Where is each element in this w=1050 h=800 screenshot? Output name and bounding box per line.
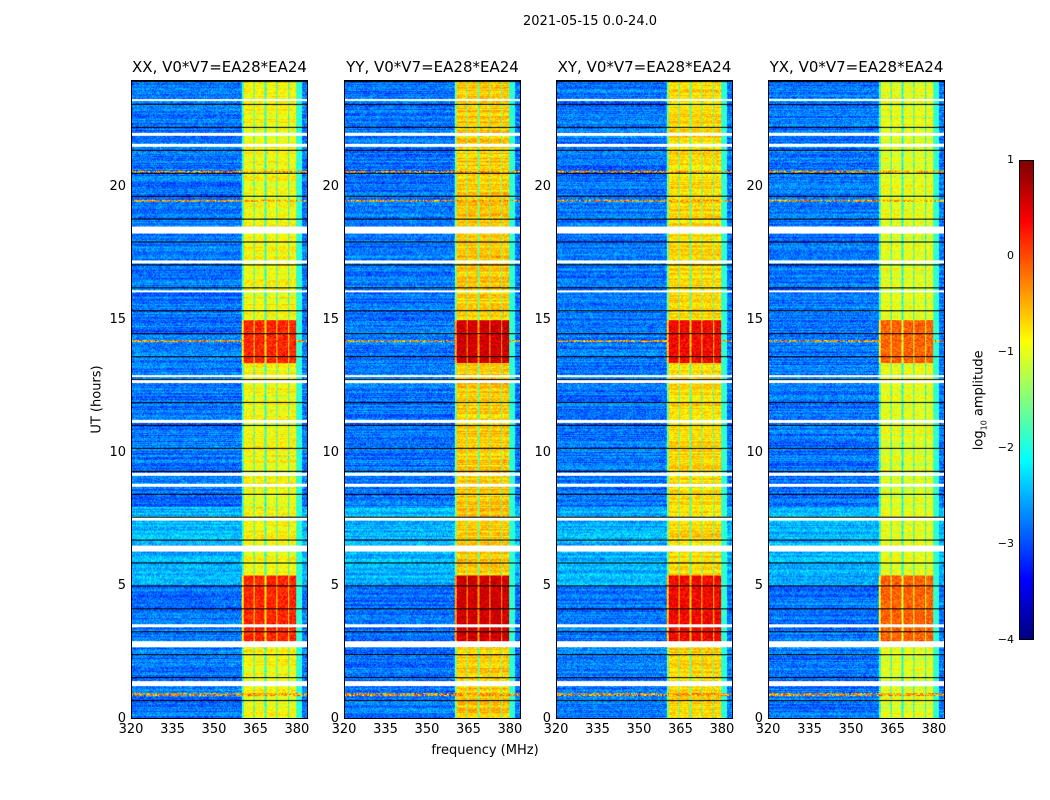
y-tick-label: 15: [109, 311, 126, 327]
heatmap-image: [556, 80, 733, 719]
x-tick-label: 335: [160, 722, 185, 737]
colorbar-label-rest: amplitude: [971, 350, 987, 421]
colorbar-tick-label: −4: [997, 633, 1014, 646]
x-tick-label: 320: [331, 722, 357, 737]
colorbar-tick-label: −2: [997, 441, 1014, 454]
y-tick-label: 5: [542, 577, 551, 593]
colorbar-tick-label: 1: [1007, 153, 1014, 166]
y-tick-label: 20: [109, 178, 126, 194]
y-tick-label: 10: [109, 444, 126, 460]
colorbar-tick-label: −3: [997, 537, 1014, 550]
x-tick-label: 380: [284, 722, 310, 737]
x-tick-label: 350: [626, 722, 652, 737]
y-tick-label: 0: [117, 711, 126, 726]
y-tick-label: 15: [746, 311, 763, 327]
panel-title: XX, V0*V7=EA28*EA24: [132, 58, 307, 76]
y-tick-label: 5: [754, 577, 763, 593]
x-tick-label: 320: [543, 722, 569, 737]
panel-title: XY, V0*V7=EA28*EA24: [557, 58, 732, 76]
y-tick-label: 10: [534, 444, 551, 460]
x-tick-label: 350: [201, 722, 227, 737]
figure-title: 2021-05-15 0.0-24.0: [523, 14, 657, 29]
x-tick-label: 335: [585, 722, 610, 737]
panel-title: YY, V0*V7=EA28*EA24: [346, 58, 519, 76]
y-tick-label: 5: [117, 577, 126, 593]
x-tick-label: 365: [456, 722, 481, 737]
y-tick-label: 20: [534, 178, 551, 194]
x-tick-label: 320: [755, 722, 781, 737]
x-tick-label: 365: [243, 722, 268, 737]
x-tick-label: 365: [880, 722, 905, 737]
heatmap-image: [344, 80, 521, 719]
y-tick-label: 15: [322, 311, 339, 327]
colorbar: [1019, 160, 1034, 640]
y-tick-label: 10: [746, 444, 763, 460]
x-tick-label: 380: [921, 722, 947, 737]
waterfall-panel: XX, V0*V7=EA28*EA24 320 335 350 365 380 0 5 10 15…: [109, 58, 309, 737]
panel-title: YX, V0*V7=EA28*EA24: [769, 58, 944, 76]
x-tick-label: 380: [709, 722, 735, 737]
waterfall-panel: YY, V0*V7=EA28*EA24 320 335 350 365 380 0 5 10 15…: [322, 58, 522, 737]
y-tick-label: 15: [534, 311, 551, 327]
y-tick-label: 20: [746, 178, 763, 194]
heatmap-image: [768, 80, 945, 719]
x-tick-label: 350: [414, 722, 440, 737]
x-tick-label: 335: [797, 722, 822, 737]
y-tick-label: 0: [542, 711, 551, 726]
y-tick-label: 0: [754, 711, 763, 726]
waterfall-panel: XY, V0*V7=EA28*EA24 320 335 350 365 380 0 5 10 15…: [534, 58, 734, 737]
y-tick-label: 10: [322, 444, 339, 460]
x-tick-label: 380: [497, 722, 523, 737]
x-tick-label: 350: [838, 722, 864, 737]
y-tick-label: 5: [330, 577, 339, 593]
x-axis-label: frequency (MHz): [431, 743, 539, 758]
heatmap-image: [131, 80, 308, 719]
waterfall-panel: YX, V0*V7=EA28*EA24 320 335 350 365 380 0 5 10 15…: [746, 58, 946, 737]
y-tick-label: 20: [322, 178, 339, 194]
y-tick-label: 0: [330, 711, 339, 726]
colorbar-tick-label: −1: [997, 345, 1014, 358]
x-tick-label: 365: [668, 722, 693, 737]
x-tick-label: 320: [118, 722, 144, 737]
y-axis-label: UT (hours): [89, 365, 105, 434]
colorbar-label-sub: 10: [979, 420, 989, 431]
colorbar-tick-label: 0: [1007, 249, 1014, 262]
x-tick-label: 335: [373, 722, 398, 737]
